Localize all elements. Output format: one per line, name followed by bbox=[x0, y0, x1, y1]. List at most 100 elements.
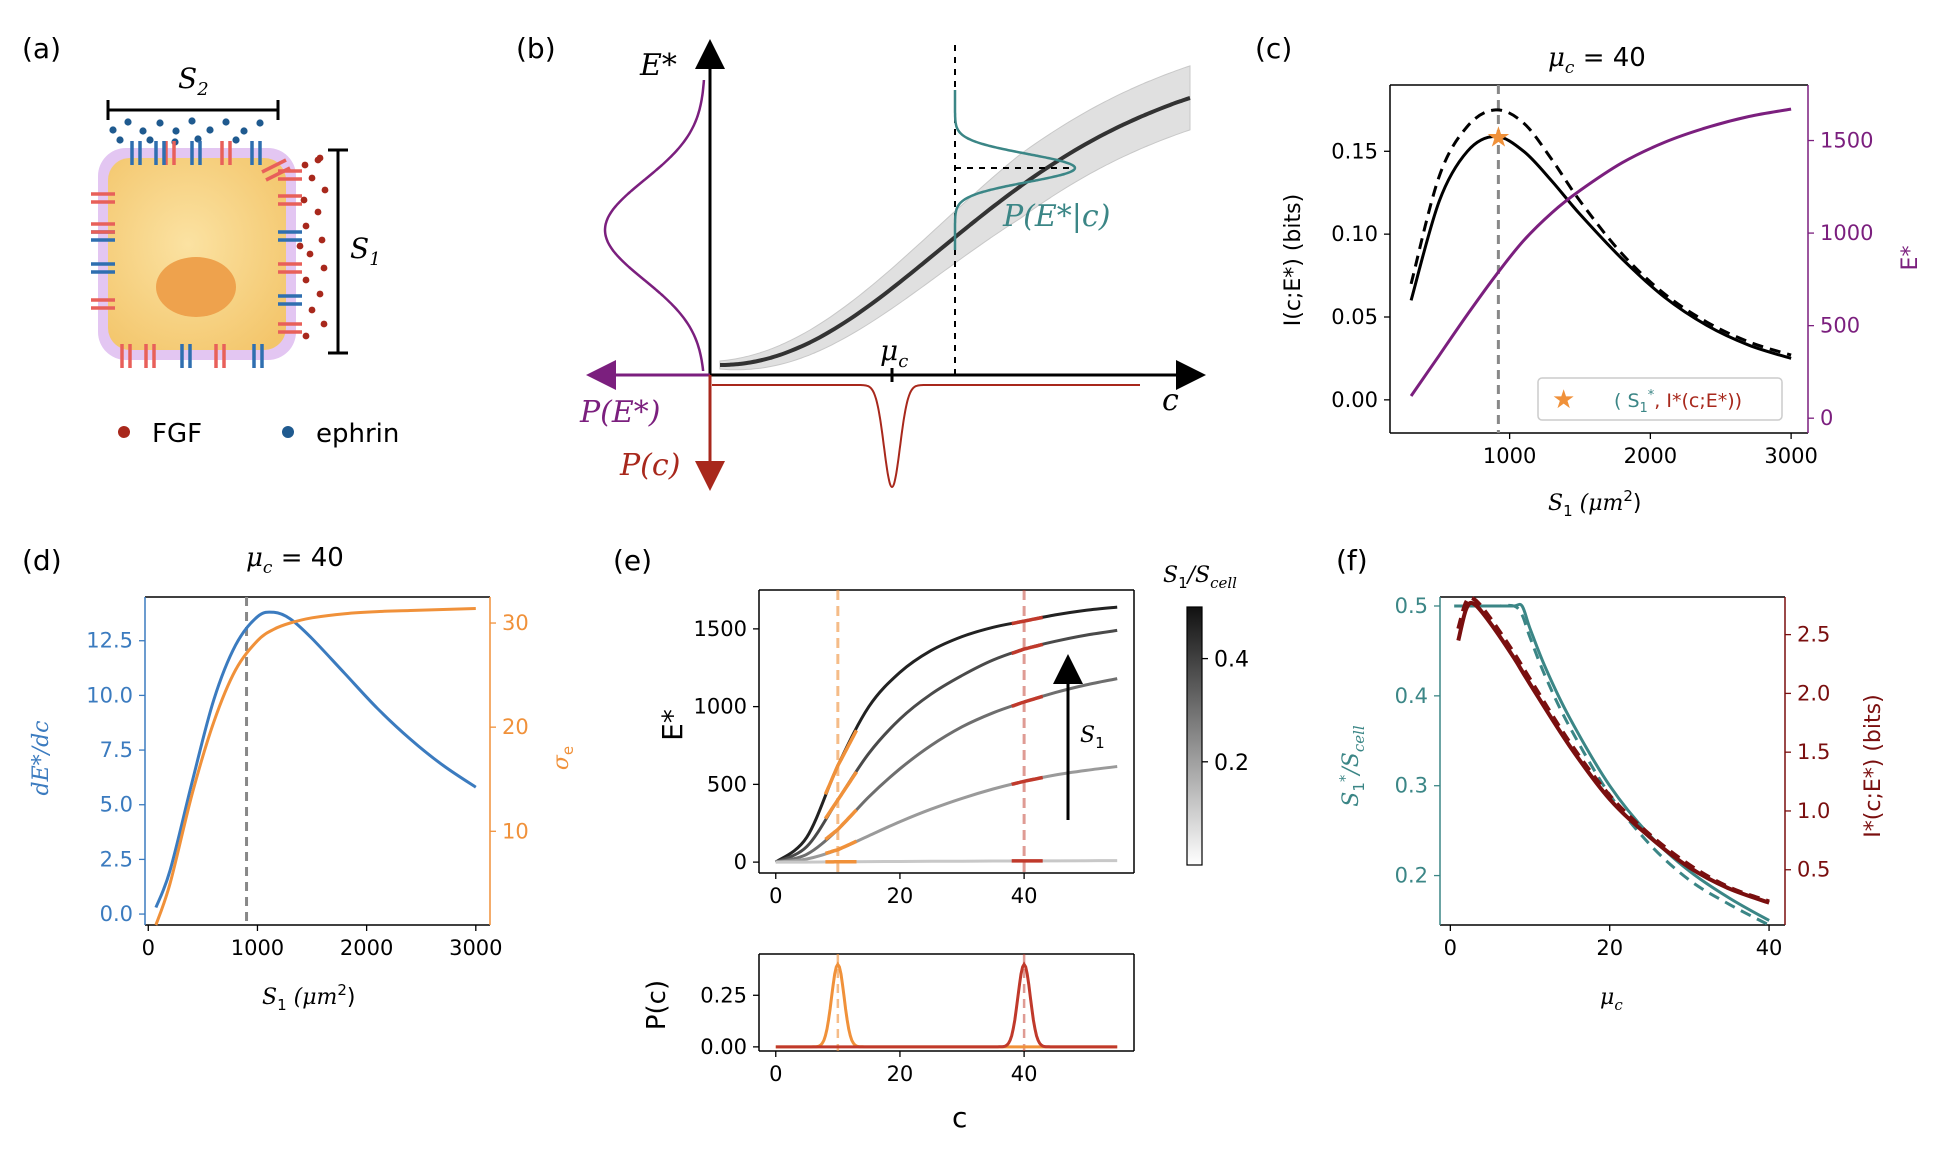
y2-tick-label: 0 bbox=[1820, 406, 1833, 430]
y-tick-label: 7.5 bbox=[100, 738, 133, 762]
ephrin-dot bbox=[188, 117, 196, 125]
e-bottom-y-label: P(c) bbox=[642, 980, 672, 1030]
x-tick-label: 3000 bbox=[1764, 444, 1817, 468]
y2-tick-label: 2.0 bbox=[1797, 681, 1830, 705]
p-e-given-c-curve bbox=[953, 90, 1077, 250]
y-tick-label: 0.0 bbox=[100, 902, 133, 926]
p-e-curve bbox=[603, 79, 706, 372]
e-x-label: c bbox=[952, 1101, 967, 1134]
y-tick-label: 2.5 bbox=[100, 847, 133, 871]
c-y-label: I(c;E*) (bits) bbox=[1281, 194, 1306, 326]
ephrin-dot bbox=[156, 119, 164, 127]
y-tick-label: 0.2 bbox=[1395, 864, 1428, 888]
f-x-label: μc bbox=[1600, 985, 1623, 1014]
ephrin-dot bbox=[222, 118, 230, 126]
series-s1-solid bbox=[1454, 602, 1770, 922]
panel-e-chart: 0 20 40 0 500 1000 1500 0.2 0.4 bbox=[694, 589, 1249, 908]
c-axis-label: c bbox=[1162, 383, 1179, 418]
panel-d-chart: 0 1000 2000 3000 0.0 2.5 5.0 7.5 10.0 12.5 10 20 30 bbox=[86, 596, 529, 960]
series-i-solid bbox=[1456, 600, 1770, 905]
series-sigma-e bbox=[154, 607, 476, 926]
y2-tick-label: 1.0 bbox=[1797, 799, 1830, 823]
fgf-dot bbox=[314, 156, 322, 164]
highlight-segment bbox=[1011, 642, 1044, 656]
cell-nucleus bbox=[156, 257, 236, 317]
x-tick-label: 1000 bbox=[231, 936, 284, 960]
ephrin-dots bbox=[109, 117, 264, 146]
s2-label: S2 bbox=[178, 62, 209, 100]
series-i-c-e-dashed bbox=[1409, 108, 1792, 357]
optimum-star-marker: ★ bbox=[1486, 120, 1511, 153]
y2-tick-label: 1.5 bbox=[1797, 740, 1830, 764]
y-tick-label: 12.5 bbox=[86, 629, 133, 653]
fgf-dot bbox=[321, 186, 329, 194]
panel-label-f: (f) bbox=[1336, 544, 1368, 577]
fgf-dot bbox=[308, 306, 316, 314]
pc-curve-1 bbox=[775, 961, 1118, 1049]
ephrin-dot bbox=[206, 126, 214, 134]
y2-tick-label: 10 bbox=[502, 819, 529, 843]
panel-label-c: (c) bbox=[1255, 32, 1292, 65]
ephrin-dot bbox=[109, 126, 117, 134]
fgf-dots bbox=[296, 154, 329, 340]
c-title: μc = 40 bbox=[1548, 43, 1646, 78]
fgf-dot bbox=[306, 250, 314, 258]
series-i-c-e-solid bbox=[1409, 134, 1792, 360]
e-arrow-label: S1 bbox=[1080, 723, 1105, 752]
y-tick-label: 0.3 bbox=[1395, 774, 1428, 798]
x-tick-label: 0 bbox=[769, 884, 782, 908]
highlight-segment bbox=[823, 770, 858, 820]
y-tick-label: 0.5 bbox=[1395, 594, 1428, 618]
ephrin-legend-label: ephrin bbox=[316, 419, 399, 449]
ephrin-dot bbox=[124, 118, 132, 126]
response-curve-2 bbox=[775, 677, 1118, 864]
y-tick-label: 1000 bbox=[694, 695, 747, 719]
mu-label: μc bbox=[880, 334, 908, 372]
panel-a-cell-diagram: S2 S1 FGF ephrin bbox=[91, 62, 399, 449]
y2-tick-label: 0.5 bbox=[1797, 858, 1830, 882]
y-tick-label: 1500 bbox=[694, 617, 747, 641]
pe-label: P(E*) bbox=[579, 395, 661, 430]
panel-f-chart: 0 20 40 0.2 0.3 0.4 0.5 0.5 1.0 1.5 2.0 2.5 bbox=[1395, 594, 1831, 960]
estar-label: E* bbox=[639, 48, 677, 83]
highlight-segment bbox=[825, 839, 858, 856]
fgf-dot bbox=[302, 332, 310, 340]
y-tick-label: 0.00 bbox=[700, 1035, 747, 1059]
y2-tick-label: 1500 bbox=[1820, 129, 1873, 153]
ephrin-dot bbox=[232, 136, 240, 144]
fgf-dot bbox=[320, 264, 328, 272]
panel-c-chart: 1000 2000 3000 0.00 0.05 0.10 0.15 0 500 1000 1500… bbox=[1331, 84, 1873, 468]
panel-b-schematic: μc E* c P(E*) P(c) P(E*|c) bbox=[579, 39, 1206, 491]
y-tick-label: 0 bbox=[734, 850, 747, 874]
y-tick-label: 0.00 bbox=[1331, 388, 1378, 412]
fgf-legend-label: FGF bbox=[152, 419, 202, 449]
panel-label-e: (e) bbox=[613, 544, 652, 577]
x-tick-label: 0 bbox=[142, 936, 155, 960]
pc-label: P(c) bbox=[619, 448, 680, 483]
series-i-dashed bbox=[1456, 595, 1770, 904]
fgf-dot bbox=[300, 196, 308, 204]
x-tick-label: 20 bbox=[1596, 936, 1623, 960]
y2-tick-label: 2.5 bbox=[1797, 623, 1830, 647]
highlight-segment bbox=[823, 729, 859, 795]
fgf-dot bbox=[320, 320, 328, 328]
f-y-label: S1*/Scell bbox=[1336, 725, 1368, 807]
ephrin-dot bbox=[139, 127, 147, 135]
fgf-dot bbox=[308, 174, 316, 182]
highlight-segment bbox=[824, 808, 858, 841]
p-c-curve bbox=[712, 384, 1140, 489]
panel-label-d: (d) bbox=[22, 544, 62, 577]
e-y-label: E* bbox=[656, 709, 689, 741]
fgf-dot bbox=[296, 242, 304, 250]
y-tick-label: 10.0 bbox=[86, 683, 133, 707]
series-s1-dashed bbox=[1454, 603, 1770, 927]
c-legend-box bbox=[1537, 377, 1783, 421]
response-curve-1 bbox=[775, 628, 1118, 864]
c-x-label: S1 (μm2) bbox=[1548, 487, 1642, 520]
y2-tick-label: 1000 bbox=[1820, 221, 1873, 245]
ephrin-dot bbox=[172, 127, 180, 135]
y-tick-label: 5.0 bbox=[100, 793, 133, 817]
x-tick-label: 20 bbox=[887, 884, 914, 908]
d-x-label: S1 (μm2) bbox=[262, 981, 356, 1014]
y-tick-label: 0.05 bbox=[1331, 305, 1378, 329]
